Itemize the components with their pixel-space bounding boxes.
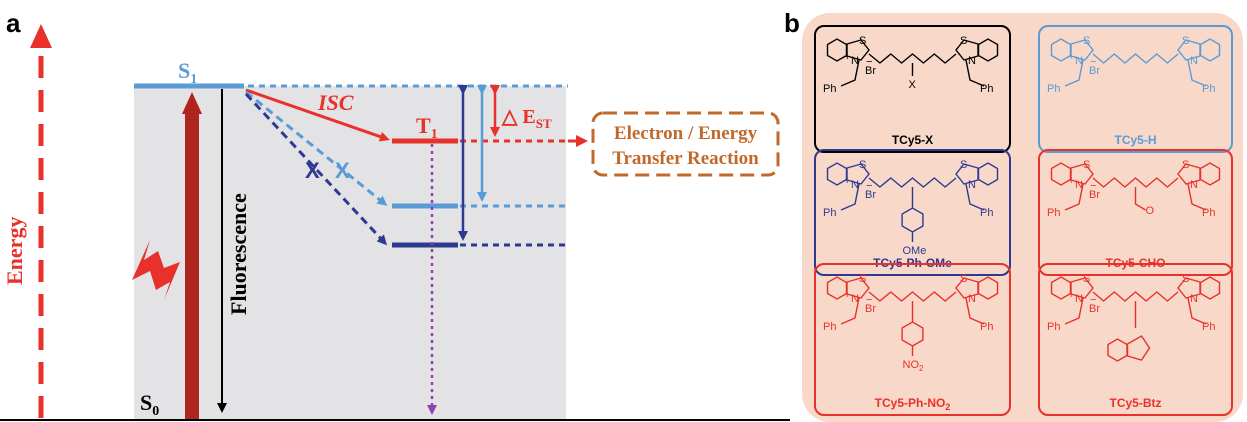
- nitrogen-label-right: N: [1190, 179, 1198, 191]
- sulfur-label-left: S: [1083, 159, 1090, 171]
- panel-a: a Energy S1 S0 Fluorescence ISC X X: [0, 8, 790, 421]
- bromide-label: Br: [865, 189, 876, 201]
- panel-b-letter: b: [784, 8, 800, 38]
- bromide-label: Br: [1089, 303, 1100, 315]
- phenyl-label-right: Ph: [1202, 207, 1215, 219]
- bromide-label: Br: [865, 303, 876, 315]
- structure-drawing: [826, 38, 999, 87]
- negative-charge-label: −: [1090, 56, 1096, 68]
- sulfur-label-right: S: [1182, 35, 1189, 47]
- blocked-mark-dark: X: [305, 158, 320, 183]
- phenyl-label-right: Ph: [1202, 83, 1215, 95]
- s0-label: S0: [140, 390, 159, 419]
- isc-arrow-light-blue: [245, 90, 388, 206]
- panel-a-letter: a: [6, 8, 21, 38]
- positive-charge-label: +: [1068, 51, 1074, 63]
- negative-charge-label: −: [866, 294, 872, 306]
- compound-frame: [814, 25, 1011, 153]
- sulfur-label-right: S: [960, 35, 967, 47]
- energy-label: Energy: [2, 217, 27, 285]
- compound-name: TCy5-H: [1114, 133, 1156, 147]
- structure-drawing: [826, 276, 999, 356]
- negative-charge-label: −: [866, 56, 872, 68]
- nitrogen-label-left: N: [1075, 179, 1083, 191]
- nitrogen-label-left: N: [851, 179, 859, 191]
- compound-name: TCy5-X: [892, 133, 933, 147]
- nitrogen-label-right: N: [968, 293, 976, 305]
- sulfur-label-left: S: [1083, 273, 1090, 285]
- t1-label: T1: [416, 113, 438, 142]
- nitrogen-label-left: N: [851, 55, 859, 67]
- nitrogen-label-left: N: [851, 293, 859, 305]
- phenyl-label-left: Ph: [1047, 83, 1060, 95]
- sulfur-label-right: S: [1182, 159, 1189, 171]
- isc-label: ISC: [317, 90, 354, 115]
- blocked-mark-light: X: [335, 158, 350, 183]
- structure-drawing: [1050, 38, 1221, 87]
- negative-charge-label: −: [1090, 180, 1096, 192]
- isc-arrow-dark-blue: [244, 92, 388, 246]
- sulfur-label-right: S: [960, 159, 967, 171]
- fluorescence-label: Fluorescence: [226, 193, 251, 315]
- positive-charge-label: +: [1068, 175, 1074, 187]
- phenyl-label-right: Ph: [980, 207, 993, 219]
- phenyl-label-left: Ph: [823, 207, 836, 219]
- nitrogen-label-left: N: [1075, 293, 1083, 305]
- bromide-label: Br: [1089, 189, 1100, 201]
- lightning-icon: [132, 240, 180, 300]
- nitrogen-label-right: N: [1190, 55, 1198, 67]
- phenyl-label-left: Ph: [823, 83, 836, 95]
- compound-frame: [814, 263, 1011, 416]
- nitrogen-label-left: N: [1075, 55, 1083, 67]
- transfer-line-1: Electron / Energy: [614, 123, 758, 144]
- phenyl-label-left: Ph: [1047, 321, 1060, 333]
- negative-charge-label: −: [866, 180, 872, 192]
- bromide-label: Br: [1089, 65, 1100, 77]
- phenyl-label-right: Ph: [980, 321, 993, 333]
- structure-drawing: [1050, 162, 1221, 211]
- sulfur-label-left: S: [1083, 35, 1090, 47]
- compound-frame: [1038, 263, 1233, 416]
- phenyl-label-right: Ph: [1202, 321, 1215, 333]
- sulfur-label-left: S: [859, 35, 866, 47]
- sulfur-label-left: S: [859, 273, 866, 285]
- compound-frame: [1038, 149, 1233, 276]
- isc-arrow: [245, 88, 390, 142]
- phenyl-label-right: Ph: [980, 83, 993, 95]
- structure-drawing: [1050, 276, 1221, 362]
- positive-charge-label: +: [844, 51, 850, 63]
- substituent-label: OMe: [903, 245, 927, 257]
- negative-charge-label: −: [1090, 294, 1096, 306]
- sulfur-label-left: S: [859, 159, 866, 171]
- compound-frame: [814, 149, 1011, 276]
- sulfur-label-right: S: [1182, 273, 1189, 285]
- est-label: △ EST: [501, 106, 552, 131]
- sulfur-label-right: S: [960, 273, 967, 285]
- nitrogen-label-right: N: [968, 55, 976, 67]
- compound-name: TCy5-Btz: [1109, 396, 1161, 410]
- bromide-label: Br: [865, 65, 876, 77]
- nitrogen-label-right: N: [1190, 293, 1198, 305]
- phenyl-label-left: Ph: [1047, 207, 1060, 219]
- positive-charge-label: +: [1068, 289, 1074, 301]
- positive-charge-label: +: [844, 175, 850, 187]
- substituent-label: O: [1146, 205, 1155, 217]
- compound-name: TCy5-Ph-NO2: [875, 396, 951, 412]
- s1-label: S1: [178, 58, 197, 87]
- transfer-line-2: Transfer Reaction: [612, 148, 759, 169]
- nitrogen-label-right: N: [968, 179, 976, 191]
- transfer-reaction-box: [591, 111, 780, 177]
- structure-drawing: [826, 162, 999, 242]
- substituent-label: NO2: [903, 359, 925, 373]
- phenyl-label-left: Ph: [823, 321, 836, 333]
- substituent-label: X: [909, 79, 917, 91]
- compound-frame: [1038, 25, 1233, 153]
- positive-charge-label: +: [844, 289, 850, 301]
